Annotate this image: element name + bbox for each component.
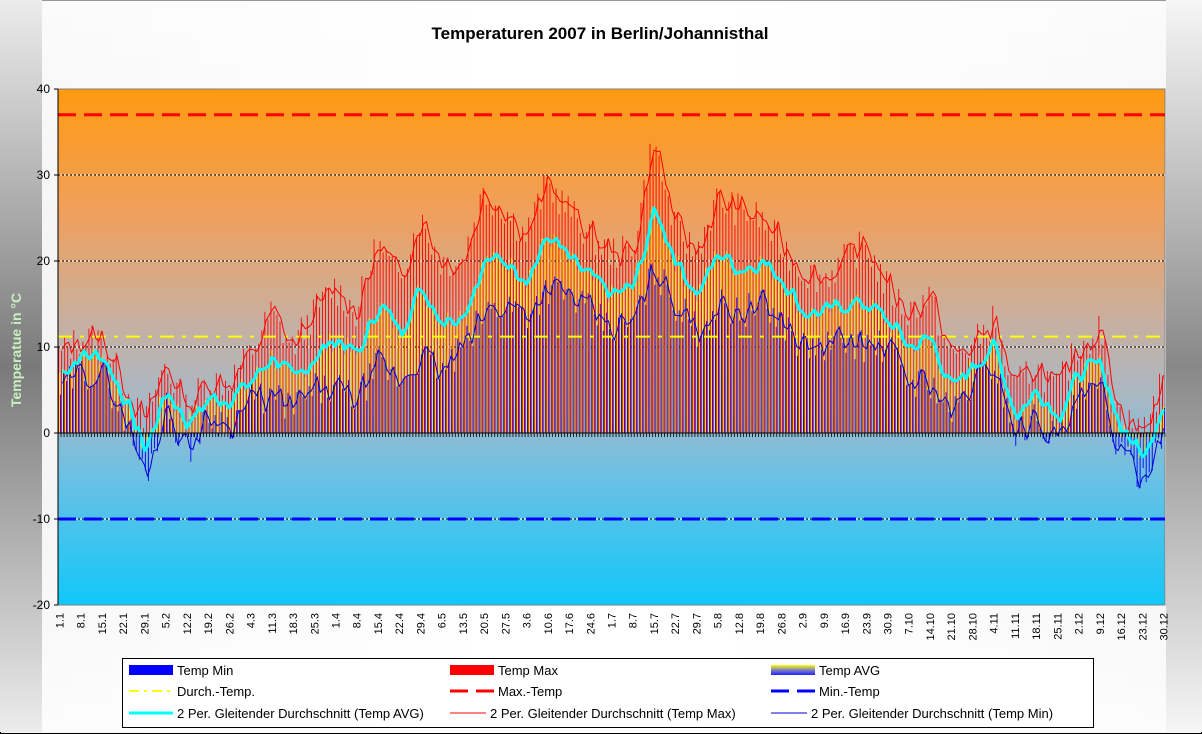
x-tick-label: 11.11 — [1010, 613, 1022, 639]
x-tick-label: 23.12 — [1137, 613, 1149, 641]
x-tick-label: 29.4 — [415, 613, 427, 634]
x-tick-label: 18.11 — [1031, 613, 1043, 640]
legend-item-max-temp: Max.-Temp — [450, 682, 562, 700]
legend-swatch-max-temp — [450, 689, 494, 693]
legend-swatch-ma-max — [450, 712, 486, 714]
x-tick-label: 6.5 — [437, 613, 449, 628]
x-tick-label: 9.9 — [819, 613, 831, 628]
chart-svg: 40 30 20 10 0 -10 -20 1.1 8.1 15.1 22.1 29.1 5.2 12.… — [33, 82, 1171, 641]
x-tick-label: 23.9 — [861, 613, 873, 634]
legend-swatch-temp-avg — [771, 665, 815, 675]
x-tick-label: 9.12 — [1095, 613, 1107, 634]
x-tick-label: 22.7 — [670, 613, 682, 634]
legend-label: Min.-Temp — [819, 683, 880, 699]
x-tick-label: 17.6 — [564, 613, 576, 634]
legend-label: Max.-Temp — [498, 683, 563, 699]
y-tick-label: 30 — [37, 168, 51, 182]
x-tick-label: 4.11 — [989, 613, 1001, 634]
x-tick-label: 2.12 — [1074, 613, 1086, 634]
x-tick-label: 5.8 — [713, 613, 725, 628]
x-tick-label: 5.2 — [161, 613, 173, 628]
right-gradient-band — [1166, 0, 1202, 732]
legend-label: 2 Per. Gleitender Durchschnitt (Temp Min… — [811, 705, 1054, 721]
legend-item-ma-max: 2 Per. Gleitender Durchschnitt (Temp Max… — [450, 704, 736, 722]
legend-swatch-temp-max — [450, 665, 494, 675]
y-tick-label: 40 — [37, 82, 51, 96]
x-tick-label: 2.9 — [798, 613, 810, 628]
line-ma-temp-avg — [61, 206, 1165, 459]
legend-label: Temp Max — [498, 662, 558, 678]
legend-item-temp-max: Temp Max — [450, 661, 558, 679]
x-tick-label: 24.6 — [585, 613, 597, 634]
x-tick-label: 15.7 — [649, 613, 661, 634]
x-tick-label: 22.4 — [394, 613, 406, 634]
legend-item-temp-avg: Temp AVG — [771, 661, 880, 679]
legend-swatch-ma-min — [771, 712, 807, 714]
y-tick-label: 0 — [43, 426, 50, 440]
legend-swatch-durch-temp — [129, 690, 173, 692]
x-tick-label: 8.1 — [76, 613, 88, 628]
x-tick-label: 8.7 — [628, 613, 640, 628]
x-tick-label: 16.12 — [1116, 613, 1128, 641]
y-tick-label: 20 — [37, 254, 51, 268]
x-tick-label: 19.2 — [203, 613, 215, 634]
x-tick-label: 1.7 — [607, 613, 619, 628]
x-tick-label: 21.10 — [946, 613, 958, 641]
x-tick-label: 13.5 — [458, 613, 470, 634]
x-tick-label: 15.4 — [373, 613, 385, 634]
y-tick-label: -20 — [33, 598, 51, 612]
x-tick-label: 15.1 — [97, 613, 109, 634]
x-tick-label: 26.2 — [224, 613, 236, 634]
x-tick-label: 12.8 — [734, 613, 746, 634]
legend-item-durch-temp: Durch.-Temp. — [129, 682, 255, 700]
legend-label: Temp AVG — [819, 662, 881, 678]
x-tick-label: 1.1 — [55, 613, 67, 628]
x-tick-label: 4.3 — [246, 613, 258, 628]
legend-label: Temp Min — [177, 662, 234, 678]
x-tick-label: 30.9 — [883, 613, 895, 634]
x-tick-label: 7.10 — [904, 613, 916, 634]
x-tick-label: 30.12 — [1159, 613, 1171, 641]
left-gradient-band — [0, 0, 42, 732]
x-tick-label: 26.8 — [776, 613, 788, 634]
y-tick-label: -10 — [33, 512, 51, 526]
x-tick-label: 25.3 — [309, 613, 321, 634]
legend-item-ma-avg: 2 Per. Gleitender Durchschnitt (Temp AVG… — [129, 704, 424, 722]
x-tick-label: 29.7 — [691, 613, 703, 634]
x-tick-label: 25.11 — [1052, 613, 1064, 640]
x-tick-label: 8.4 — [352, 613, 364, 628]
x-tick-label: 11.3 — [267, 613, 279, 634]
legend-label: 2 Per. Gleitender Durchschnitt (Temp Max… — [490, 705, 736, 721]
legend-label: Durch.-Temp. — [177, 683, 256, 699]
x-tick-label: 22.1 — [118, 613, 130, 634]
x-tick-label: 18.3 — [288, 613, 300, 634]
x-tick-label: 29.1 — [139, 613, 151, 634]
legend-swatch-min-temp — [771, 689, 815, 693]
chart-title: Temperaturen 2007 in Berlin/Johannisthal — [431, 24, 769, 43]
legend-swatch-ma-avg — [129, 711, 173, 715]
x-tick-label: 3.6 — [522, 613, 534, 628]
x-tick-label: 19.8 — [755, 613, 767, 634]
y-tick-label: 10 — [37, 340, 51, 354]
line-ma-temp-max — [62, 149, 1164, 434]
x-tick-label: 12.2 — [182, 613, 194, 634]
legend: Temp Min Temp Max Temp AVG Durch.-Temp. … — [122, 658, 1094, 728]
x-tick-label: 16.9 — [840, 613, 852, 634]
legend-label: 2 Per. Gleitender Durchschnitt (Temp AVG… — [177, 705, 424, 721]
x-tick-label: 1.4 — [331, 613, 343, 628]
legend-swatch-temp-min — [129, 665, 173, 675]
x-tick-label: 10.6 — [543, 613, 555, 634]
legend-item-min-temp: Min.-Temp — [771, 682, 880, 700]
x-tick-label: 28.10 — [967, 613, 979, 641]
x-tick-label: 20.5 — [479, 613, 491, 634]
x-tick-label: 27.5 — [500, 613, 512, 634]
legend-item-ma-min: 2 Per. Gleitender Durchschnitt (Temp Min… — [771, 704, 1053, 722]
legend-item-temp-min: Temp Min — [129, 661, 233, 679]
x-tick-label: 14.10 — [925, 613, 937, 641]
